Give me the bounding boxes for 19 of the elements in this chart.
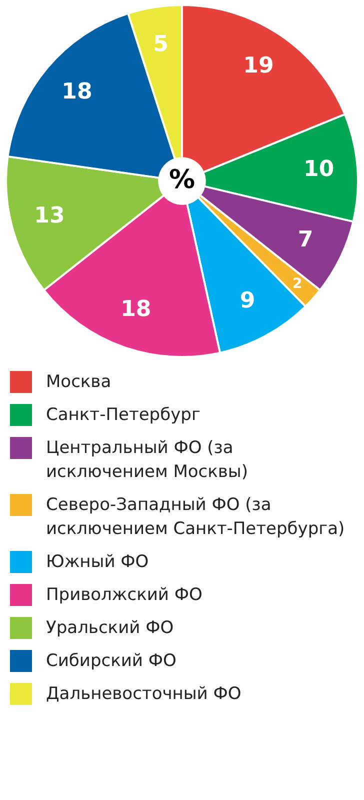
legend-label: Северо-Западный ФО (за исключением Санкт-Петербурга)	[46, 494, 346, 541]
legend-label: Уральский ФО	[46, 617, 174, 640]
data-label: 13	[34, 204, 65, 229]
data-label: 10	[304, 157, 334, 182]
legend-label: Южный ФО	[46, 551, 149, 574]
data-label: 2	[292, 276, 302, 292]
data-label: 5	[153, 32, 168, 58]
legend-label: Санкт-Петербург	[46, 404, 200, 427]
legend-label: Москва	[46, 371, 112, 394]
data-label: 7	[298, 228, 314, 253]
legend-label: Сибирский ФО	[46, 650, 176, 673]
data-label: 9	[240, 288, 256, 314]
data-label: 18	[62, 79, 92, 104]
data-label: 18	[120, 297, 152, 322]
legend-label: Центральный ФО (за исключением Москвы)	[46, 437, 249, 484]
legend-label: Дальневосточный ФО	[46, 683, 242, 706]
text: %	[168, 164, 196, 195]
legend-label: Приволжский ФО	[46, 584, 202, 607]
data-label: 19	[243, 54, 274, 79]
